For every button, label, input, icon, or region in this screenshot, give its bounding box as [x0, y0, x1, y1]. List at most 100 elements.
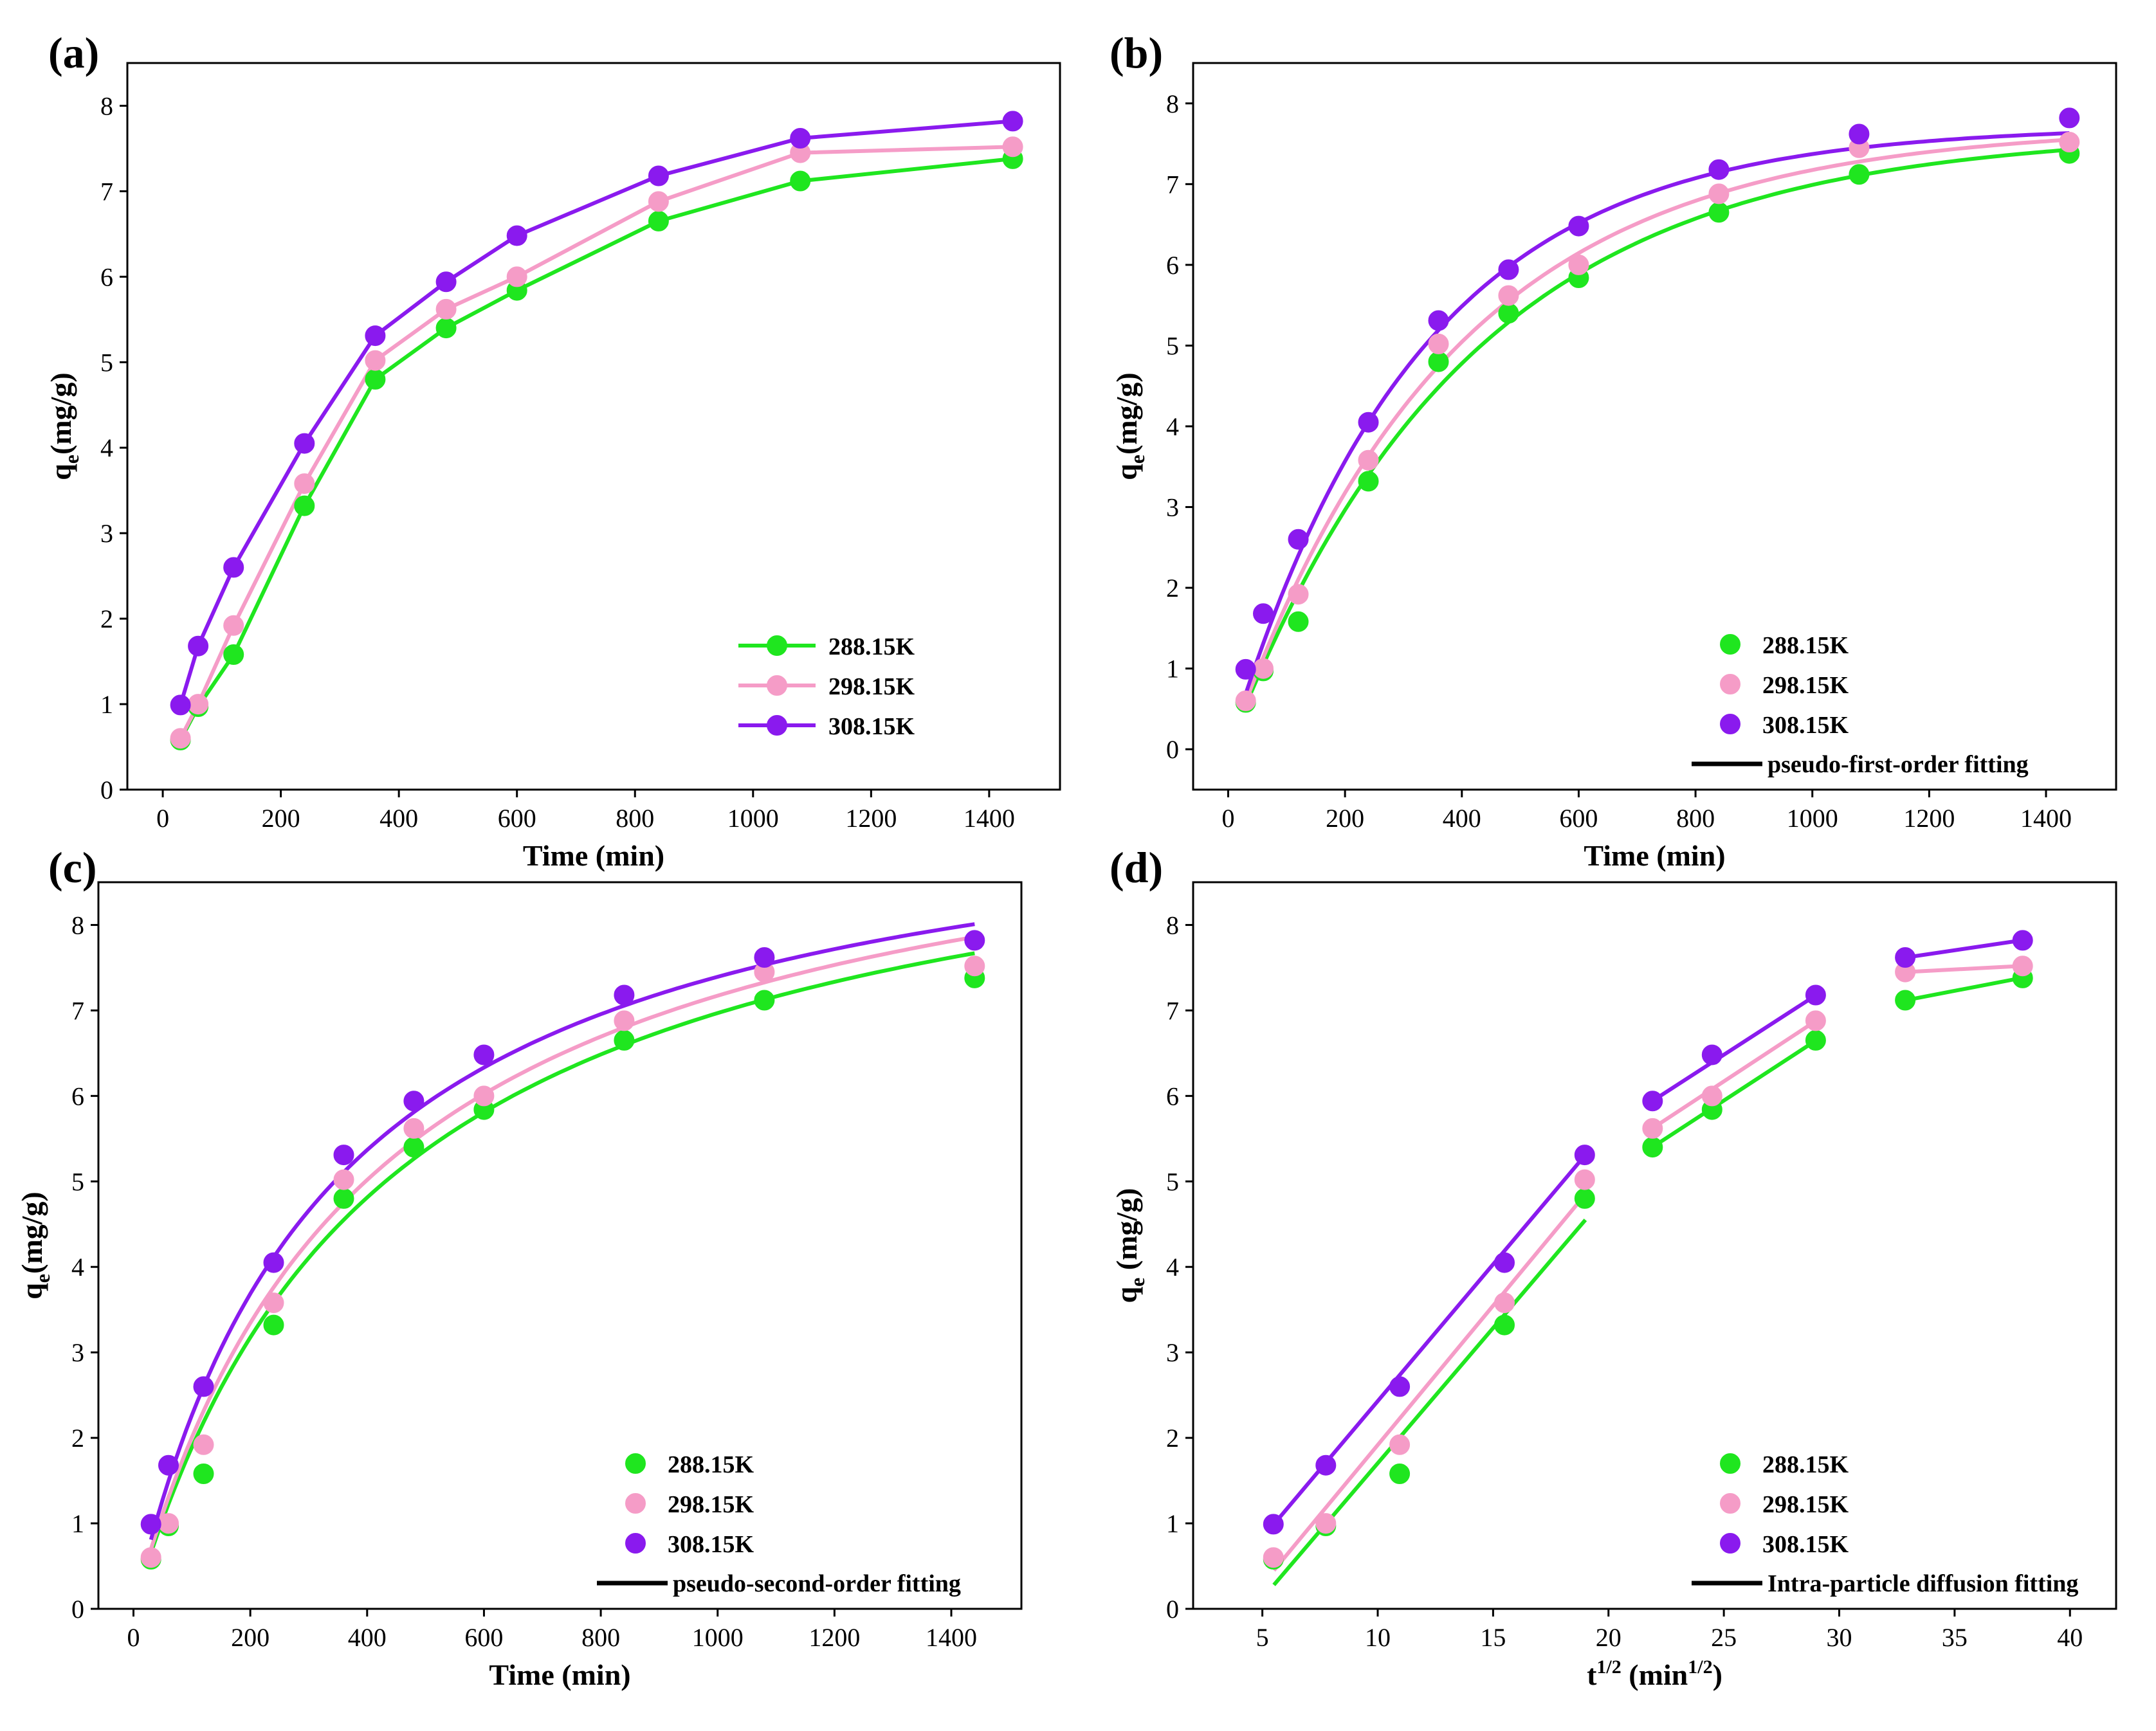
data-point-308.15K	[1315, 1455, 1337, 1476]
fit-curve-308.15K	[149, 922, 975, 1541]
x-tick-label: 30	[1827, 1623, 1852, 1652]
x-axis-label-part: )	[1713, 1658, 1722, 1691]
y-tick-label: 7	[100, 177, 113, 206]
data-point-298.15K	[2012, 956, 2033, 977]
y-axis-label-sub: e	[1126, 455, 1149, 464]
y-tick-label: 5	[1166, 331, 1179, 360]
legend-marker-308.15K	[1720, 1533, 1740, 1554]
x-tick-label: 1400	[926, 1623, 977, 1652]
data-point-308.15K	[1805, 984, 1826, 1006]
y-axis-label-main: q	[1110, 464, 1143, 480]
data-point-298.15K	[964, 956, 985, 977]
data-point-308.15K	[170, 694, 191, 716]
data-point-288.15K	[223, 644, 244, 665]
x-tick-label: 600	[464, 1623, 503, 1652]
x-tick-label: 600	[1559, 804, 1598, 833]
fit-segment-308.15K	[1906, 938, 2022, 959]
x-tick-label: 400	[1443, 804, 1481, 833]
panel-tag: (a)	[48, 28, 99, 77]
data-point-288.15K	[614, 1029, 635, 1051]
plot-frame	[1192, 62, 2117, 791]
data-point-298.15K	[193, 1434, 214, 1455]
y-axis-label-rest: (mg/g)	[15, 1192, 48, 1274]
data-point-308.15K	[1428, 310, 1449, 331]
x-tick-label: 200	[262, 804, 300, 833]
data-point-308.15K	[1701, 1044, 1722, 1065]
y-tick-label: 1	[71, 1509, 84, 1538]
data-point-308.15K	[473, 1044, 495, 1065]
data-point-308.15K	[754, 947, 775, 968]
legend-marker-288.15K	[1720, 634, 1740, 655]
y-axis-label-rest: (mg/g)	[44, 372, 77, 455]
x-tick-label: 15	[1480, 1623, 1506, 1652]
y-tick-label: 2	[1166, 1424, 1179, 1453]
data-point-288.15K	[1574, 1188, 1595, 1209]
x-axis-label: t1/2 (min1/2)	[1587, 1656, 1722, 1691]
y-tick-label: 0	[100, 775, 113, 804]
data-point-298.15K	[1494, 1292, 1515, 1314]
y-tick-label: 8	[1166, 89, 1179, 118]
y-tick-label: 6	[100, 262, 113, 291]
x-tick-label: 1200	[845, 804, 897, 833]
data-point-288.15K	[1895, 990, 1916, 1011]
data-point-298.15K	[263, 1292, 284, 1314]
y-tick-label: 1	[100, 690, 113, 719]
fit-curve-298.15K	[1243, 138, 2070, 703]
x-tick-label: 400	[348, 1623, 387, 1652]
legend-marker-288.15K	[1720, 1453, 1740, 1474]
data-point-308.15K	[1895, 947, 1916, 968]
legend-marker-288.15K	[625, 1453, 646, 1474]
y-tick-label: 5	[71, 1167, 84, 1196]
x-axis-label-part: 1/2	[1688, 1656, 1712, 1678]
data-point-298.15K	[435, 298, 457, 320]
y-axis-label: qe(mg/g)	[1110, 372, 1149, 480]
y-tick-label: 2	[1166, 574, 1179, 603]
x-tick-label: 1000	[727, 804, 779, 833]
y-tick-label: 3	[1166, 1338, 1179, 1367]
legend-label: 288.15K	[1762, 632, 1849, 659]
y-tick-label: 8	[71, 911, 84, 939]
legend-label: 298.15K	[828, 673, 915, 700]
y-axis-label: qe (mg/g)	[1110, 1188, 1149, 1303]
legend-marker-298.15K	[1720, 674, 1740, 694]
y-tick-label: 7	[1166, 996, 1179, 1025]
x-axis-label-part: t	[1587, 1658, 1597, 1691]
data-point-298.15K	[188, 694, 209, 715]
data-point-308.15K	[193, 1376, 214, 1397]
y-tick-label: 4	[71, 1253, 84, 1282]
data-point-298.15K	[333, 1169, 354, 1190]
series-line-288.15K	[178, 156, 1013, 741]
data-point-288.15K	[294, 495, 315, 516]
data-point-308.15K	[223, 557, 244, 578]
data-point-288.15K	[435, 318, 457, 339]
legend-label: 288.15K	[1762, 1451, 1849, 1478]
x-tick-label: 5	[1256, 1623, 1269, 1652]
y-axis-label-main: q	[15, 1283, 48, 1300]
data-point-298.15K	[1701, 1085, 1722, 1107]
y-tick-label: 5	[100, 348, 113, 377]
data-point-298.15K	[158, 1513, 179, 1534]
data-point-308.15K	[1358, 412, 1379, 433]
data-point-308.15K	[1849, 123, 1870, 145]
data-point-308.15K	[158, 1455, 179, 1476]
data-point-308.15K	[263, 1252, 284, 1273]
data-point-308.15K	[1708, 159, 1730, 180]
legend-label: 308.15K	[1762, 712, 1849, 739]
legend-marker-288.15K	[767, 635, 787, 656]
data-point-308.15K	[140, 1514, 161, 1535]
x-tick-label: 40	[2057, 1623, 2083, 1652]
y-axis-label-rest: (mg/g)	[1110, 372, 1143, 455]
y-tick-label: 7	[71, 996, 84, 1025]
data-point-298.15K	[1568, 254, 1589, 275]
y-axis-label: qe(mg/g)	[15, 1192, 54, 1300]
panel-tag: (c)	[48, 843, 96, 892]
data-point-298.15K	[2059, 132, 2080, 152]
y-axis-label-sub: e	[31, 1274, 54, 1283]
data-point-298.15K	[1263, 1547, 1284, 1568]
data-point-288.15K	[754, 990, 775, 1011]
data-point-298.15K	[140, 1547, 161, 1568]
fit-segment-308.15K	[1651, 993, 1818, 1103]
x-tick-label: 20	[1596, 1623, 1622, 1652]
x-axis-label-part: 1/2	[1596, 1656, 1621, 1678]
